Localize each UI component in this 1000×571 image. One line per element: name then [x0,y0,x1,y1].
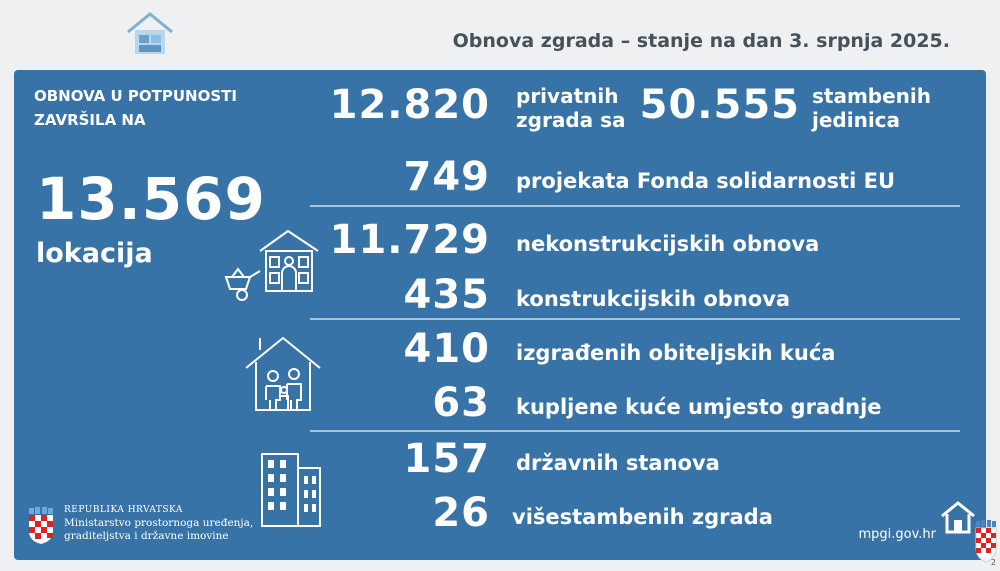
ministry-line-1: REPUBLIKA HRVATSKA [64,505,183,515]
total-locations-unit: lokacija [36,238,153,269]
house-logo-icon [127,12,173,54]
divider [310,205,960,207]
coat-of-arms-icon [29,507,53,544]
page-title: Obnova zgrada – stanje na dan 3. srpnja … [452,30,950,52]
home-icon [941,501,975,534]
intro-text: OBNOVA U POTPUNOSTI ZAVRŠILA NA [34,84,294,132]
coat-of-arms-icon [975,520,997,563]
ministry-line-3: graditeljstva i državne imovine [64,530,229,542]
total-locations-value: 13.569 [36,165,266,233]
state-flats-value: 157 [403,436,490,482]
purchased-houses-value: 63 [432,380,490,426]
divider [310,430,960,432]
intro-line-2: ZAVRŠILA NA [34,111,146,129]
stats-panel [14,70,986,560]
family-houses-label: izgrađenih obiteljskih kuća [516,341,836,365]
private-buildings-label: privatnih zgrada sa [516,84,626,132]
residential-units-value: 50.555 [639,82,800,128]
private-buildings-label-1: privatnih [516,84,619,108]
website-link[interactable]: mpgi.gov.hr [858,527,936,542]
structural-value: 435 [403,272,490,318]
private-buildings-label-2: zgrada sa [516,108,626,132]
private-buildings-value: 12.820 [329,82,490,128]
intro-line-1: OBNOVA U POTPUNOSTI [34,87,237,105]
divider [310,318,960,320]
ministry-line-2: Ministarstvo prostornoga uređenja, [64,517,254,529]
page-number: 2 [990,558,996,567]
eu-fund-value: 749 [403,154,490,200]
residential-units-label-2: jedinica [812,108,901,132]
family-house-icon [245,336,321,411]
purchased-houses-label: kupljene kuće umjesto gradnje [516,395,882,419]
residential-units-label-1: stambenih [812,84,932,108]
apartment-building-icon [261,453,321,527]
structural-label: konstrukcijskih obnova [516,287,791,311]
state-flats-label: državnih stanova [516,451,720,475]
multi-residential-label: višestambenih zgrada [512,505,773,529]
nonstructural-label: nekonstrukcijskih obnova [516,232,820,256]
family-houses-value: 410 [403,326,490,372]
residential-units-label: stambenih jedinica [812,84,931,132]
ministry-name: REPUBLIKA HRVATSKA Ministarstvo prostorn… [64,504,253,543]
house-renovation-icon [224,229,319,301]
eu-fund-label: projekata Fonda solidarnosti EU [516,169,896,193]
multi-residential-value: 26 [432,490,490,536]
nonstructural-value: 11.729 [329,217,490,263]
